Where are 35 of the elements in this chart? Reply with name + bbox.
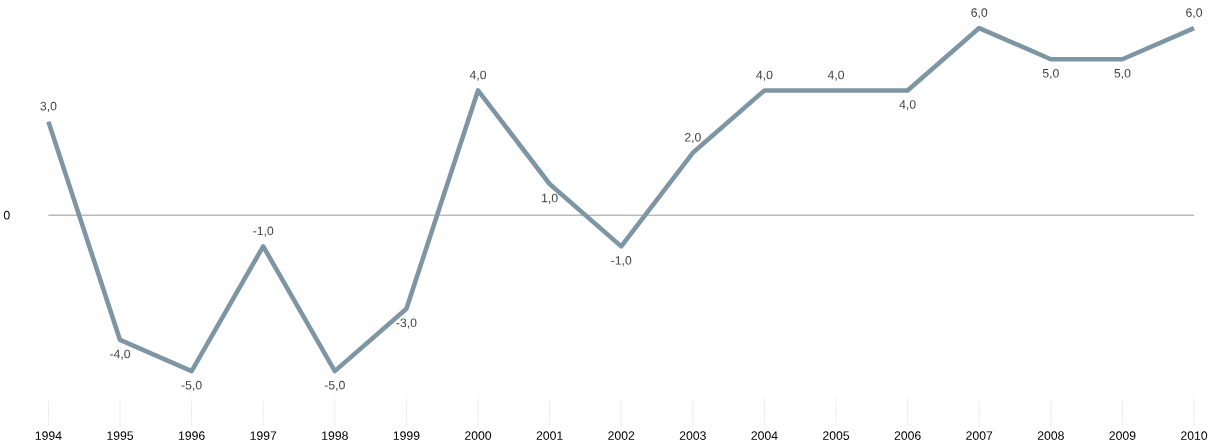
data-label: 5,0	[1114, 68, 1131, 79]
x-tick-label: 2004	[751, 431, 778, 440]
ref-line-label: 0	[3, 210, 10, 220]
data-label: 4,0	[469, 70, 487, 81]
x-tick-label: 2005	[823, 431, 850, 440]
x-tick-label: 2000	[465, 431, 492, 440]
x-tick-label: 2002	[608, 431, 635, 440]
data-label: -4,0	[110, 349, 131, 360]
data-label: -5,0	[181, 380, 202, 391]
data-label: -3,0	[396, 318, 417, 329]
data-label: 5,0	[1042, 68, 1059, 79]
x-tick-label: 2001	[536, 431, 563, 440]
data-label: 6,0	[971, 8, 988, 19]
data-label: 3,0	[40, 101, 57, 112]
data-label: 2,0	[684, 132, 701, 143]
x-tick-label: 2009	[1109, 431, 1136, 440]
x-tick-label: 1995	[107, 431, 134, 440]
data-label: 6,0	[1186, 8, 1203, 19]
x-tick-label: 1996	[178, 431, 205, 440]
x-tick-label: 1994	[35, 431, 62, 440]
x-tick-label: 2007	[966, 431, 993, 440]
data-label: -1,0	[611, 255, 632, 267]
x-tick-label: 1999	[393, 431, 420, 440]
data-label: -1,0	[253, 226, 274, 237]
data-label: 4,0	[899, 99, 916, 111]
x-tick-label: 2006	[894, 431, 921, 440]
x-tick-label: 1997	[250, 431, 277, 440]
x-tick-label: 2008	[1037, 431, 1064, 440]
data-label: -5,0	[324, 380, 345, 391]
data-label: 4,0	[756, 70, 773, 81]
x-tick-label: 2003	[679, 431, 706, 440]
data-label: 1,0	[542, 193, 558, 204]
x-tick-label: 2010	[1181, 431, 1208, 440]
x-tick-label: 1998	[322, 431, 348, 440]
data-label: 4,0	[827, 70, 845, 81]
